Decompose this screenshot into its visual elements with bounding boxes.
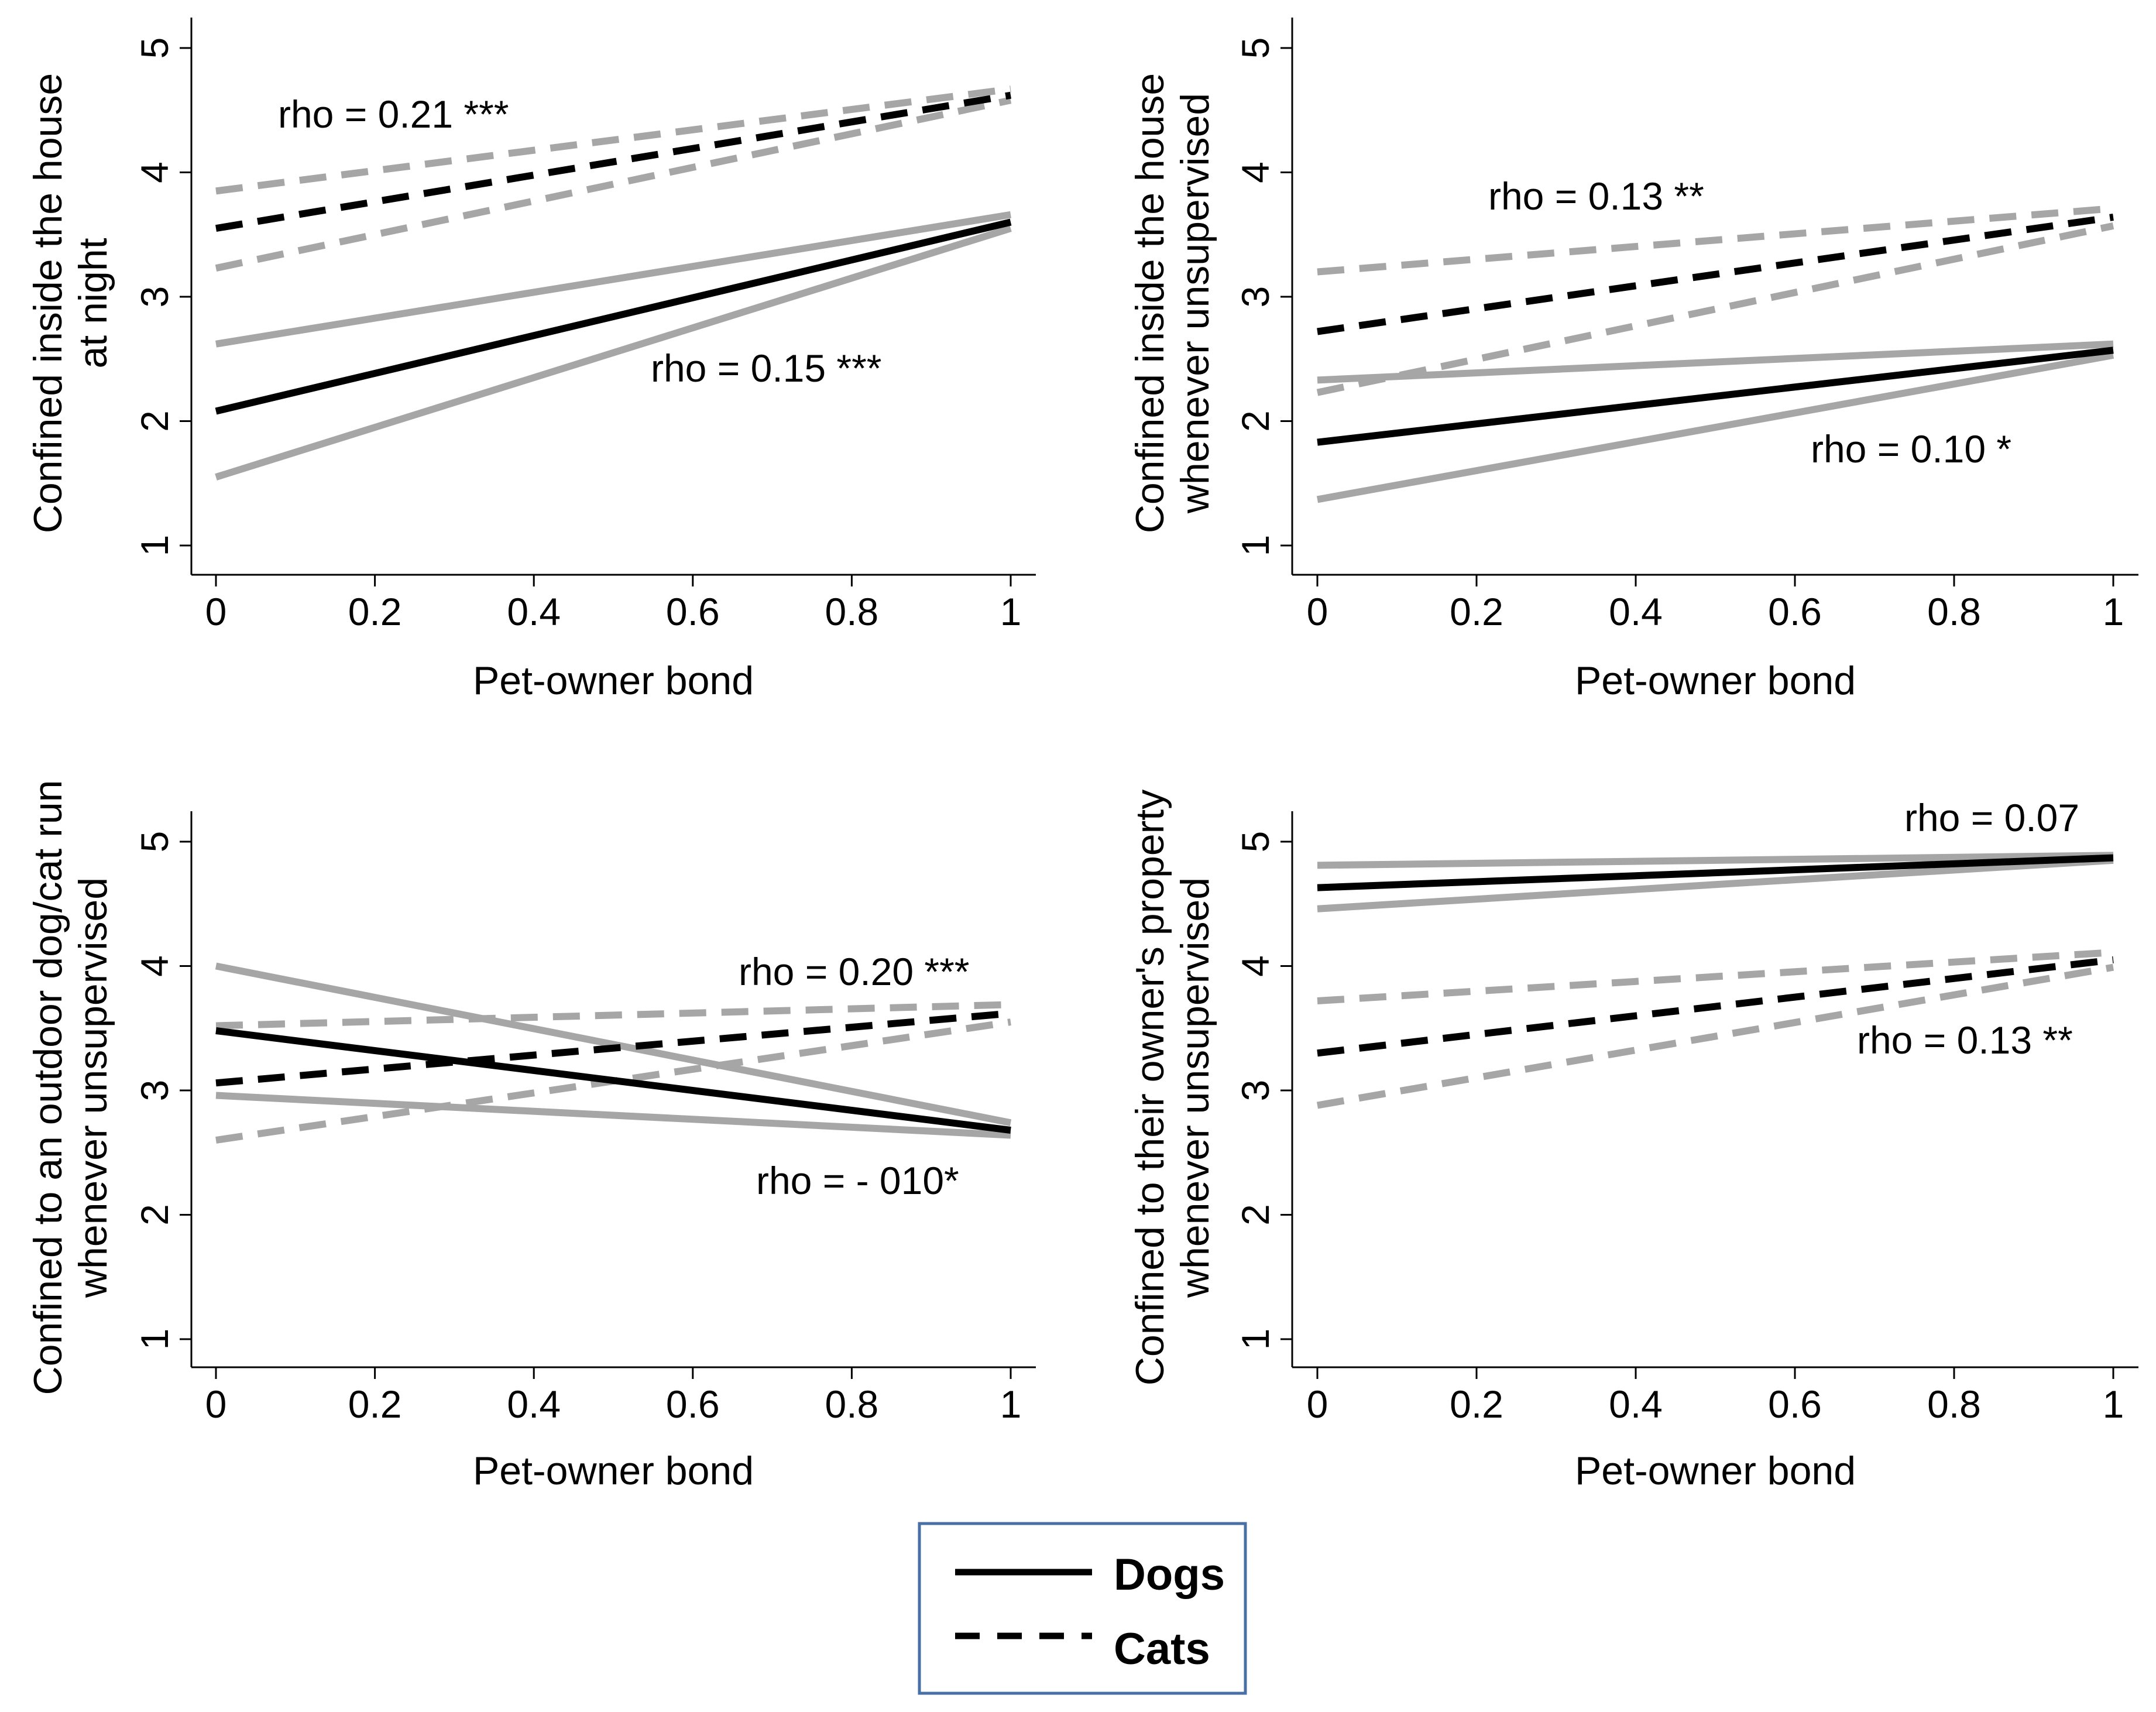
legend: Dogs Cats (918, 1522, 1247, 1695)
y-axis-title-line2: whenever unsupervised (1173, 877, 1217, 1298)
dogs-fit-line (215, 1027, 1011, 1134)
dogs-ci-upper-line (1317, 852, 2114, 869)
y-axis-title-line2: whenever unsupervised (71, 877, 115, 1298)
dogs-fit-line (1317, 346, 2114, 446)
dogs-ci-upper-line (215, 211, 1011, 348)
y-axis-title: Confined to their owner's property (1128, 790, 1172, 1385)
rho-annotation: rho = 0.07 (1904, 796, 2079, 839)
legend-box (918, 1522, 1247, 1695)
x-tick-label: 0.2 (348, 1382, 402, 1426)
x-tick-label: 1 (2103, 1382, 2124, 1426)
y-tick-label: 1 (1234, 1329, 1277, 1350)
y-tick-label: 2 (133, 410, 176, 432)
x-tick-label: 0.4 (507, 590, 561, 633)
cats-ci-upper-line (215, 85, 1011, 195)
cats-fit-line (215, 1010, 1011, 1087)
y-tick-label: 2 (133, 1204, 176, 1226)
dogs-fit-line (1317, 854, 2114, 891)
x-tick-label: 0.2 (1450, 1382, 1503, 1426)
x-tick-label: 1 (2103, 590, 2124, 633)
x-axis-title: Pet-owner bond (1575, 658, 1856, 703)
y-tick-label: 4 (133, 162, 176, 183)
y-tick-label: 4 (1234, 162, 1277, 183)
x-tick-label: 0.8 (825, 1382, 879, 1426)
panel-confined-house-unsupervised: 0 0.2 0.4 0.6 0.8 1 1 2 3 4 5 rho = 0.13 ** rho = … (1128, 18, 2138, 703)
x-tick-label: 0.6 (666, 590, 720, 633)
x-tick-label: 1 (1000, 1382, 1022, 1426)
rho-annotation: rho = 0.20 *** (739, 950, 969, 993)
x-tick-label: 0.2 (348, 590, 402, 633)
legend-cats-label: Cats (1114, 1624, 1210, 1674)
x-tick-label: 0 (205, 1382, 227, 1426)
x-tick-label: 0.6 (1768, 590, 1822, 633)
x-axis-title: Pet-owner bond (473, 1449, 754, 1493)
x-tick-label: 0.4 (507, 1382, 561, 1426)
x-axis-title: Pet-owner bond (1575, 1449, 1856, 1493)
x-tick-label: 0.8 (825, 590, 879, 633)
y-tick-label: 4 (133, 955, 176, 977)
cats-ci-lower-line (1316, 222, 2114, 396)
dogs-ci-lower-line (1317, 856, 2114, 912)
rho-annotation: rho = 0.10 * (1811, 427, 2011, 471)
cats-fit-line (1317, 214, 2114, 335)
cats-ci-lower-line (215, 97, 1012, 272)
dogs-ci-upper-line (1317, 340, 2114, 384)
x-tick-label: 0 (1307, 1382, 1328, 1426)
panel-confined-outdoor-run: 0 0.2 0.4 0.6 0.8 1 1 2 3 4 5 rho = 0.20 *** rho =… (26, 780, 1036, 1493)
y-tick-label: 5 (1234, 37, 1277, 59)
y-tick-label: 5 (1234, 831, 1277, 853)
x-tick-label: 0.6 (666, 1382, 720, 1426)
y-tick-label: 4 (1234, 955, 1277, 977)
panel-confined-owner-property: 0 0.2 0.4 0.6 0.8 1 1 2 3 4 5 rho = 0.07 rho = 0.1… (1128, 790, 2138, 1493)
dogs-fit-line (215, 218, 1012, 415)
cats-ci-lower-line (1316, 963, 2114, 1109)
y-axis-title-line2: whenever unsupervised (1173, 93, 1217, 514)
x-tick-label: 0 (205, 590, 227, 633)
rho-annotation: rho = 0.13 ** (1488, 174, 1704, 218)
y-tick-label: 3 (133, 286, 176, 308)
y-tick-label: 3 (133, 1080, 176, 1102)
cats-fit-line (1317, 956, 2114, 1057)
y-tick-label: 1 (133, 535, 176, 557)
y-tick-label: 2 (1234, 1204, 1277, 1226)
y-axis-title: Confined to an outdoor dog/cat run (26, 780, 70, 1395)
cats-ci-upper-line (1317, 205, 2114, 276)
x-tick-label: 0.8 (1927, 590, 1981, 633)
rho-annotation: rho = - 010* (756, 1159, 959, 1202)
x-tick-label: 0.4 (1609, 590, 1663, 633)
legend-dogs-label: Dogs (1114, 1550, 1225, 1600)
panel-confined-house-night: 0 0.2 0.4 0.6 0.8 1 1 2 3 4 5 rho = 0.21 *** rho =… (26, 18, 1036, 703)
x-tick-label: 0.2 (1450, 590, 1503, 633)
y-tick-label: 1 (133, 1329, 176, 1350)
x-tick-label: 0.8 (1927, 1382, 1981, 1426)
rho-annotation: rho = 0.15 *** (651, 346, 881, 390)
dogs-ci-lower-line (215, 1092, 1011, 1139)
y-tick-label: 3 (1234, 1080, 1277, 1102)
cats-ci-upper-line (1317, 949, 2114, 1004)
x-tick-label: 0.6 (1768, 1382, 1822, 1426)
y-axis-title: Confined inside the house (26, 73, 70, 533)
y-axis-title: Confined inside the house (1128, 73, 1172, 533)
rho-annotation: rho = 0.13 ** (1857, 1018, 2073, 1062)
y-tick-label: 2 (1234, 410, 1277, 432)
rho-annotation: rho = 0.21 *** (278, 92, 509, 136)
y-axis-title-line2: at night (71, 238, 115, 368)
x-tick-label: 0.4 (1609, 1382, 1663, 1426)
dogs-ci-lower-line (215, 225, 1012, 481)
x-tick-label: 0 (1307, 590, 1328, 633)
cats-fit-line (215, 91, 1011, 232)
y-tick-label: 3 (1234, 286, 1277, 308)
y-tick-label: 5 (133, 37, 176, 59)
x-tick-label: 1 (1000, 590, 1022, 633)
x-axis-title: Pet-owner bond (473, 658, 754, 703)
y-tick-label: 5 (133, 831, 176, 853)
cats-ci-upper-line (215, 1001, 1011, 1030)
dogs-ci-lower-line (1316, 351, 2114, 503)
y-tick-label: 1 (1234, 535, 1277, 557)
dogs-ci-upper-line (215, 962, 1012, 1127)
